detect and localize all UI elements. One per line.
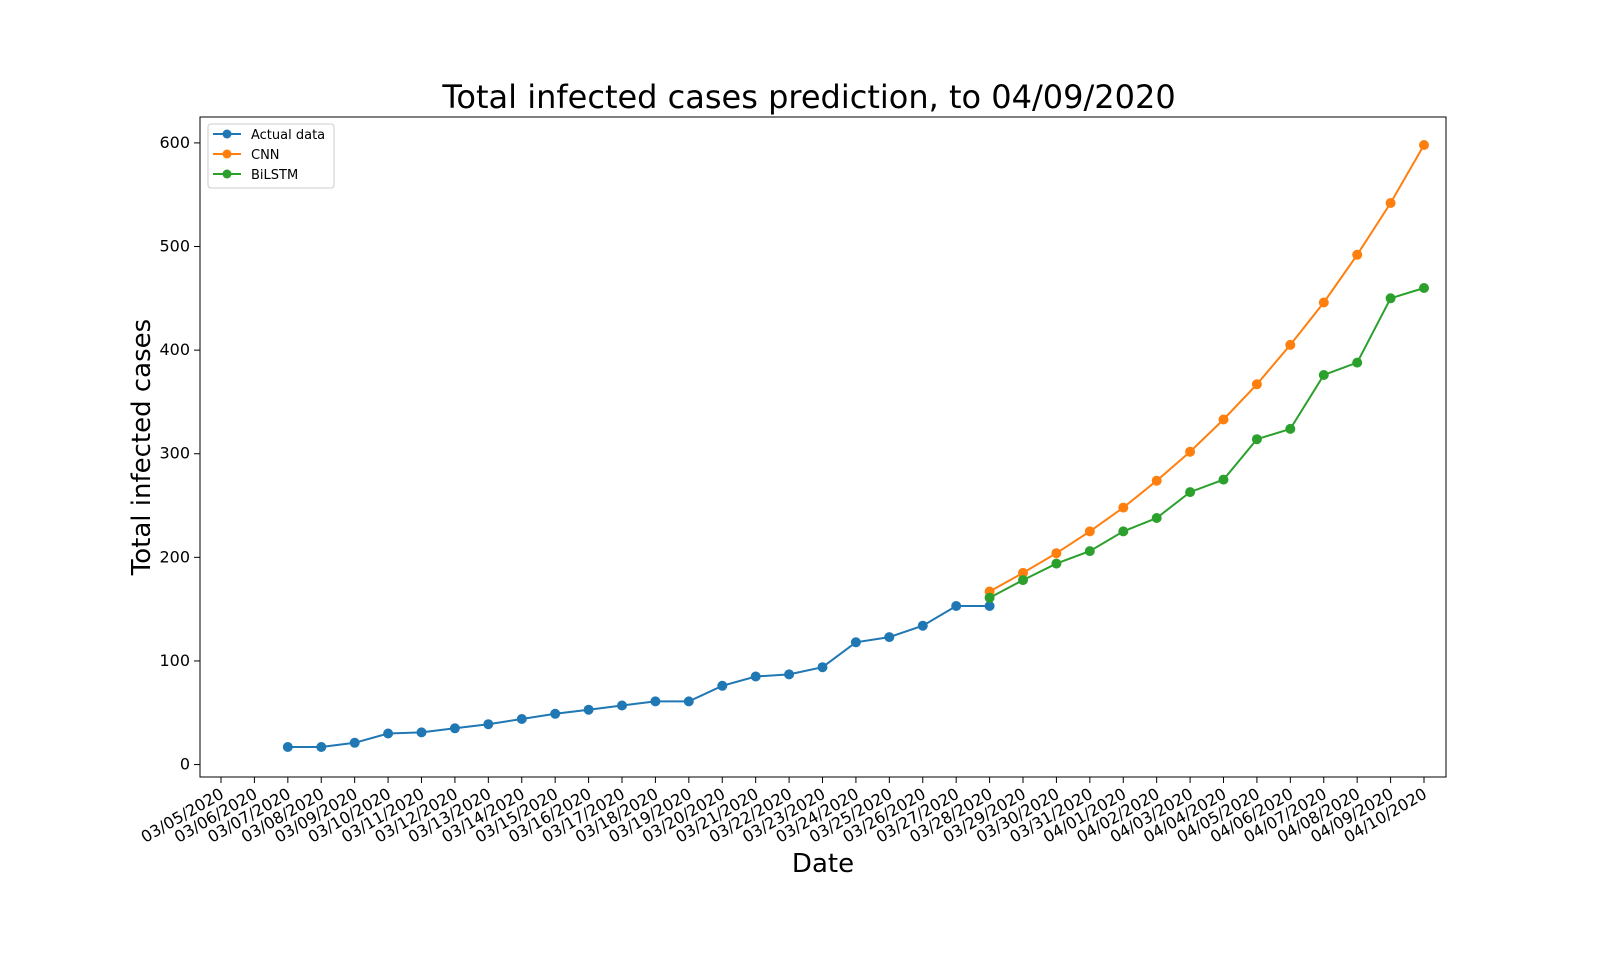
y-tick-label: 200	[159, 547, 190, 566]
axis-ticks: 010020030040050060003/05/202003/06/20200…	[138, 133, 1430, 847]
data-point-cnn-6	[1185, 446, 1196, 457]
legend: Actual data CNN BiLSTM	[207, 123, 335, 189]
y-tick-label: 300	[159, 444, 190, 463]
series-line-bilstm	[989, 287, 1425, 599]
data-point-cnn-7	[1218, 414, 1229, 425]
data-point-actual-data-8	[550, 708, 561, 719]
data-point-bilstm-1	[1018, 575, 1028, 586]
y-tick-label: 0	[180, 755, 190, 774]
data-point-actual-data-0	[282, 742, 293, 752]
data-point-cnn-11	[1352, 249, 1363, 260]
data-point-actual-data-12	[683, 696, 694, 707]
data-point-cnn-2	[1051, 548, 1062, 559]
data-point-bilstm-0	[984, 592, 995, 603]
data-point-actual-data-7	[516, 714, 527, 724]
data-point-actual-data-2	[349, 737, 360, 748]
data-point-bilstm-5	[1151, 513, 1162, 523]
chart-title: Total infected cases prediction, to 04/0…	[441, 78, 1175, 116]
data-point-actual-data-19	[917, 620, 928, 631]
data-point-actual-data-10	[617, 700, 627, 711]
data-point-actual-data-1	[316, 742, 327, 752]
y-tick-label: 600	[159, 133, 190, 152]
series-line-actual-data	[287, 605, 990, 748]
data-point-bilstm-11	[1352, 357, 1363, 368]
legend-marker-actual-data	[222, 129, 232, 139]
data-point-bilstm-8	[1251, 434, 1262, 445]
data-point-bilstm-9	[1285, 423, 1296, 434]
legend-box	[207, 123, 335, 189]
data-point-cnn-1	[1018, 567, 1028, 578]
x-axis-label: Date	[792, 849, 854, 879]
data-point-bilstm-4	[1118, 526, 1129, 537]
legend-label-actual-data: Actual data	[251, 128, 325, 143]
legend-label-cnn: CNN	[251, 148, 280, 163]
data-point-actual-data-6	[483, 719, 494, 730]
y-axis-label: Total infected cases	[127, 319, 157, 576]
data-point-actual-data-4	[416, 727, 427, 738]
data-point-cnn-8	[1251, 379, 1262, 390]
data-point-cnn-5	[1151, 475, 1162, 486]
data-point-bilstm-13	[1419, 283, 1429, 293]
y-tick-label: 400	[159, 340, 190, 359]
legend-label-bilstm: BiLSTM	[251, 168, 298, 183]
y-tick-label: 100	[159, 651, 190, 670]
data-point-actual-data-9	[583, 704, 594, 715]
plot-area	[282, 140, 1429, 752]
data-point-actual-data-16	[817, 662, 828, 673]
y-tick-label: 500	[159, 237, 190, 256]
data-point-bilstm-12	[1385, 293, 1396, 304]
data-point-cnn-9	[1285, 339, 1296, 350]
data-point-cnn-3	[1084, 526, 1095, 537]
data-point-actual-data-20	[951, 601, 962, 611]
series-line-cnn	[989, 144, 1425, 593]
data-point-bilstm-7	[1218, 474, 1229, 485]
data-point-cnn-10	[1318, 297, 1329, 308]
data-point-actual-data-21	[984, 601, 995, 611]
data-point-actual-data-18	[884, 632, 895, 643]
data-point-actual-data-13	[717, 680, 728, 691]
plot-frame	[199, 116, 1447, 778]
data-point-cnn-12	[1385, 198, 1396, 208]
data-point-bilstm-2	[1051, 558, 1062, 569]
data-point-bilstm-3	[1084, 546, 1095, 557]
data-point-actual-data-15	[784, 669, 795, 680]
data-point-actual-data-14	[750, 671, 761, 682]
data-point-actual-data-17	[850, 637, 861, 648]
data-point-bilstm-10	[1318, 370, 1329, 380]
legend-marker-bilstm	[222, 169, 232, 179]
data-point-cnn-13	[1419, 140, 1429, 150]
data-point-cnn-4	[1118, 502, 1129, 513]
data-point-actual-data-11	[650, 696, 661, 707]
data-point-actual-data-3	[383, 728, 394, 739]
data-point-actual-data-5	[449, 723, 460, 734]
data-point-bilstm-6	[1185, 487, 1196, 498]
legend-marker-cnn	[222, 149, 232, 159]
